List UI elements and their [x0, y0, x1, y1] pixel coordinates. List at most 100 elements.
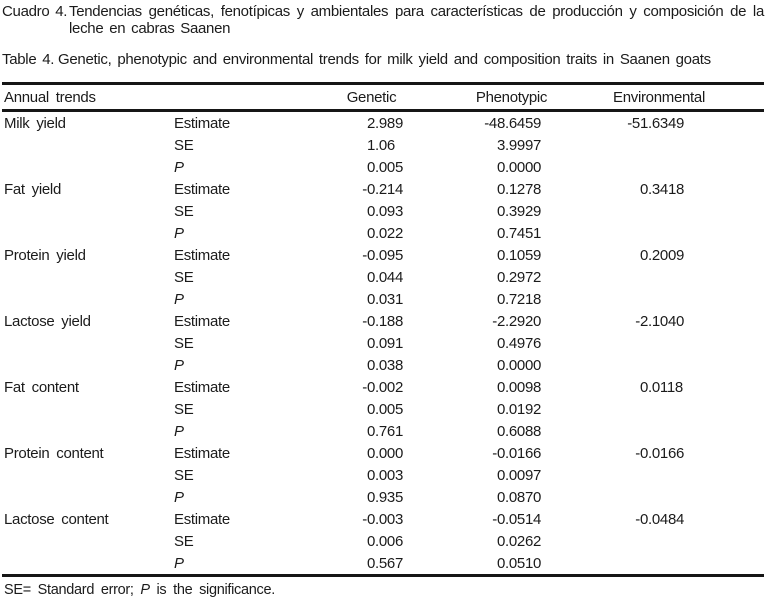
row-label-cell: SE — [174, 202, 194, 220]
phenotypic-value-cell: 0.1278 — [496, 180, 542, 198]
table-row: SE 0.044 0.2972 — [2, 266, 764, 288]
table-row: P 0.022 0.7451 — [2, 222, 764, 244]
phenotypic-value-cell: 0.0000 — [496, 158, 542, 176]
table-row: Protein yield Estimate -0.095 0.1059 0.2009 — [2, 244, 764, 266]
phenotypic-value-cell: 0.7451 — [496, 224, 542, 242]
caption-english: Table 4. Genetic, phenotypic and environ… — [2, 51, 764, 68]
row-label-cell: Estimate — [174, 180, 230, 198]
phenotypic-value-cell: -2.2920 — [492, 312, 542, 330]
trait-name-cell: Lactose yield — [4, 312, 91, 330]
phenotypic-value-cell: 0.6088 — [496, 422, 542, 440]
header-annual-trends: Annual trends — [4, 88, 96, 106]
table-row: SE 0.093 0.3929 — [2, 200, 764, 222]
phenotypic-value-cell: 0.0870 — [496, 488, 542, 506]
table-row: P 0.761 0.6088 — [2, 420, 764, 442]
environmental-value-cell: 0.0118 — [639, 378, 683, 396]
row-label-cell: SE — [174, 136, 194, 154]
phenotypic-value-cell: 0.1059 — [496, 246, 542, 264]
table-top-rule — [2, 82, 764, 85]
table-row: Lactose yield Estimate -0.188 -2.2920 -2.104… — [2, 310, 764, 332]
genetic-value-cell: -0.002 — [362, 378, 403, 396]
table-row: Fat content Estimate -0.002 0.0098 0.0118 — [2, 376, 764, 398]
genetic-value-cell: 0.005 — [366, 400, 403, 418]
phenotypic-value-cell: -48.6459 — [484, 114, 542, 132]
phenotypic-value-cell: 3.9997 — [496, 136, 542, 154]
phenotypic-value-cell: 0.7218 — [496, 290, 542, 308]
row-label-cell: SE — [174, 334, 194, 352]
phenotypic-value-cell: 0.0262 — [496, 532, 542, 550]
genetic-value-cell: 0.761 — [366, 422, 403, 440]
footnote-prefix: SE= Standard error; — [4, 582, 141, 598]
table-row: P 0.567 0.0510 — [2, 552, 764, 574]
caption-english-label: Table 4. — [2, 51, 55, 68]
trait-name-cell: Milk yield — [4, 114, 66, 132]
genetic-value-cell: 0.000 — [366, 444, 403, 462]
row-label-cell: SE — [174, 400, 194, 418]
row-label-cell: P — [174, 488, 184, 506]
row-label-cell: SE — [174, 466, 194, 484]
environmental-value-cell: -0.0484 — [635, 510, 685, 528]
table-row: SE 0.006 0.0262 — [2, 530, 764, 552]
phenotypic-value-cell: 0.4976 — [496, 334, 542, 352]
environmental-value-cell: 0.2009 — [639, 246, 685, 264]
phenotypic-value-cell: 0.0098 — [496, 378, 542, 396]
footnote-suffix: is the significance. — [149, 582, 275, 598]
row-label-cell: Estimate — [174, 246, 230, 264]
environmental-value-cell: -2.1040 — [635, 312, 685, 330]
genetic-value-cell: 0.006 — [366, 532, 403, 550]
trait-name-cell: Fat yield — [4, 180, 61, 198]
table-row: SE 1.06 3.9997 — [2, 134, 764, 156]
footnote-p-symbol: P — [140, 582, 150, 598]
trait-name-cell: Fat content — [4, 378, 79, 396]
environmental-value-cell: 0.3418 — [639, 180, 685, 198]
phenotypic-value-cell: 0.0097 — [496, 466, 542, 484]
caption-spanish-label: Cuadro 4. — [2, 3, 68, 20]
table-row: SE 0.091 0.4976 — [2, 332, 764, 354]
table-header-row: Annual trends Genetic Phenotypic Environ… — [2, 85, 764, 109]
phenotypic-value-cell: -0.0514 — [492, 510, 542, 528]
genetic-value-cell: 2.989 — [366, 114, 403, 132]
caption-spanish-text: Tendencias genéticas, fenotípicas y ambi… — [69, 3, 764, 37]
phenotypic-value-cell: 0.3929 — [496, 202, 542, 220]
table-row: P 0.935 0.0870 — [2, 486, 764, 508]
caption-spanish: Cuadro 4. Tendencias genéticas, fenotípi… — [2, 3, 764, 37]
header-genetic: Genetic — [346, 88, 397, 106]
row-label-cell: Estimate — [174, 114, 230, 132]
table-row: Fat yield Estimate -0.214 0.1278 0.3418 — [2, 178, 764, 200]
row-label-cell: P — [174, 158, 184, 176]
table-row: SE 0.005 0.0192 — [2, 398, 764, 420]
genetic-value-cell: 1.06 — [366, 136, 395, 154]
row-label-cell: Estimate — [174, 378, 230, 396]
header-phenotypic: Phenotypic — [475, 88, 548, 106]
row-label-cell: P — [174, 554, 184, 572]
table-bottom-rule — [2, 574, 764, 577]
table-row: Lactose content Estimate -0.003 -0.0514 -0.0… — [2, 508, 764, 530]
header-environmental: Environmental — [613, 88, 705, 106]
table-row: Protein content Estimate 0.000 -0.0166 -0.01… — [2, 442, 764, 464]
genetic-value-cell: -0.188 — [362, 312, 403, 330]
row-label-cell: P — [174, 290, 184, 308]
caption-english-text: Genetic, phenotypic and environmental tr… — [58, 51, 711, 68]
phenotypic-value-cell: 0.2972 — [496, 268, 542, 286]
table-body: Milk yield Estimate 2.989 -48.6459 -51.6349 S… — [2, 112, 764, 574]
genetic-value-cell: 0.003 — [366, 466, 403, 484]
trait-name-cell: Lactose content — [4, 510, 109, 528]
genetic-value-cell: 0.935 — [366, 488, 403, 506]
table-footnote: SE= Standard error; P is the significanc… — [2, 582, 764, 598]
phenotypic-value-cell: -0.0166 — [492, 444, 542, 462]
row-label-cell: Estimate — [174, 312, 230, 330]
row-label-cell: P — [174, 356, 184, 374]
table-row: Milk yield Estimate 2.989 -48.6459 -51.6349 — [2, 112, 764, 134]
row-label-cell: P — [174, 422, 184, 440]
genetic-value-cell: -0.214 — [362, 180, 403, 198]
genetic-value-cell: 0.091 — [366, 334, 403, 352]
genetic-value-cell: 0.093 — [366, 202, 403, 220]
phenotypic-value-cell: 0.0510 — [496, 554, 542, 572]
table-row: P 0.031 0.7218 — [2, 288, 764, 310]
phenotypic-value-cell: 0.0000 — [496, 356, 542, 374]
table-row: P 0.005 0.0000 — [2, 156, 764, 178]
table-row: P 0.038 0.0000 — [2, 354, 764, 376]
genetic-value-cell: 0.022 — [366, 224, 403, 242]
trait-name-cell: Protein yield — [4, 246, 86, 264]
